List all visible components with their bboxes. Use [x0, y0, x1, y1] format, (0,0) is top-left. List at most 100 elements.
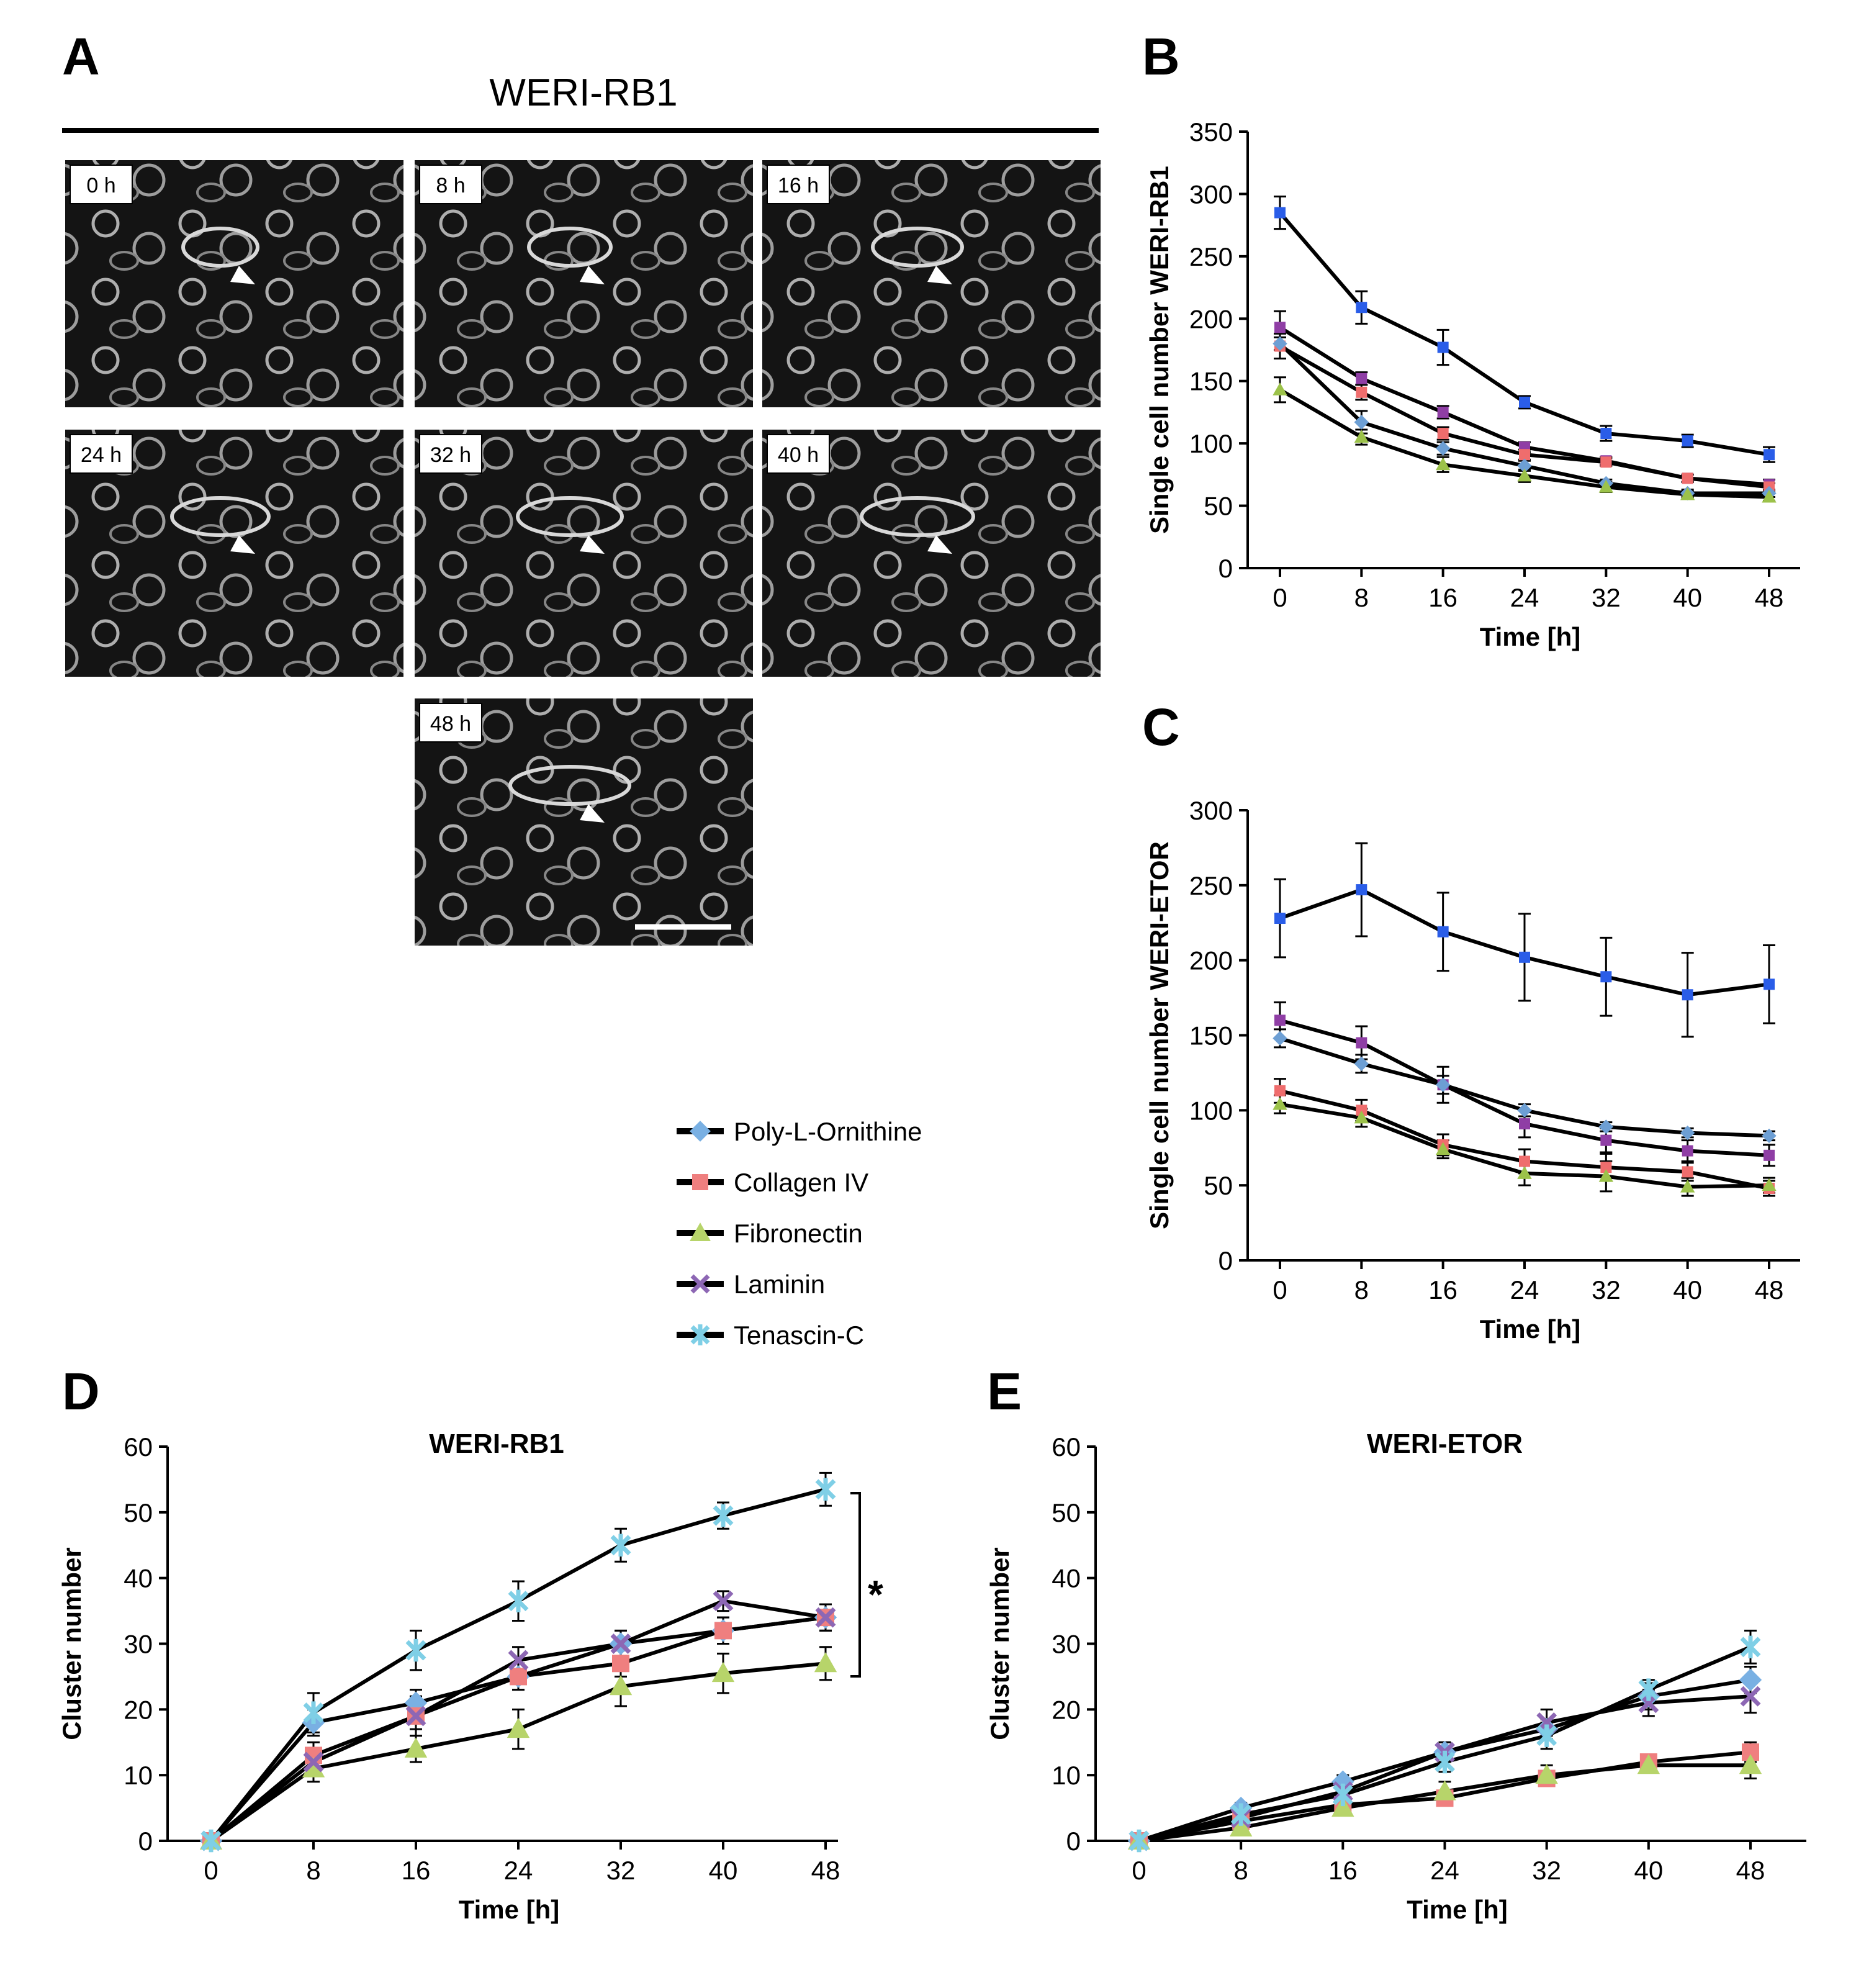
data-point	[1739, 1754, 1762, 1774]
data-point	[1762, 1178, 1777, 1191]
y-tick-label: 200	[1189, 304, 1233, 333]
data-point	[1356, 1037, 1367, 1049]
legend-label: Fibronectin	[734, 1219, 863, 1248]
data-point	[303, 1751, 324, 1773]
data-point	[1435, 457, 1451, 471]
data-point	[508, 1589, 529, 1612]
data-point	[814, 1652, 837, 1673]
data-point	[1517, 468, 1532, 482]
x-tick-label: 0	[1273, 583, 1287, 612]
y-tick-label: 40	[1052, 1564, 1081, 1593]
data-point	[1762, 1128, 1777, 1144]
data-point	[1682, 472, 1693, 484]
data-point	[1356, 884, 1367, 896]
data-point	[1680, 1179, 1695, 1193]
cell-cluster	[170, 496, 271, 537]
arrowhead-icon	[580, 266, 605, 284]
time-label-box	[767, 165, 830, 204]
y-tick-label: 20	[124, 1695, 153, 1724]
data-point	[1354, 430, 1369, 443]
chart-d-weri-rb1-clusters: 0 10 20 30 40 50 60 0 8 16 24 32 40 48 Time [h] Cluster…	[57, 1429, 840, 1924]
arrowhead-icon	[927, 266, 952, 284]
data-point	[1437, 406, 1449, 418]
x-tick-label: 32	[606, 1856, 636, 1885]
x-tick-label: 8	[1233, 1856, 1248, 1885]
y-tick-label: 50	[1052, 1498, 1081, 1527]
data-point	[612, 1655, 629, 1673]
x-tick-label: 8	[306, 1856, 320, 1885]
chart-b-weri-rb1-single-cells: 0 50 100 150 200 250 300 350 0 8 16 24 32 40 48 Time [h…	[1145, 117, 1800, 651]
data-point	[510, 1668, 527, 1686]
data-point	[1356, 373, 1367, 384]
y-tick-label: 250	[1189, 242, 1233, 271]
y-tick-label: 0	[1219, 1246, 1233, 1275]
arrowhead-icon	[927, 535, 952, 554]
time-label: 32 h	[430, 443, 471, 467]
data-point	[1273, 1031, 1287, 1046]
y-tick-label: 10	[124, 1761, 153, 1790]
chart-e-weri-etor-clusters: 0 10 20 30 40 50 60 0 8 16 24 32 40 48 Time [h] Cluster…	[985, 1429, 1806, 1924]
y-tick-label: 200	[1189, 946, 1233, 975]
chart-title: WERI-RB1	[429, 1429, 564, 1459]
data-point	[690, 1274, 710, 1294]
data-point	[1517, 1166, 1532, 1179]
y-tick-label: 150	[1189, 367, 1233, 396]
x-tick-label: 24	[1430, 1856, 1459, 1885]
y-tick-label: 50	[1204, 492, 1233, 521]
data-point	[690, 1121, 711, 1142]
significance-bracket-line	[850, 1492, 861, 1678]
data-point	[1739, 1668, 1762, 1691]
y-tick-label: 40	[124, 1564, 153, 1593]
data-point	[610, 1633, 631, 1654]
panel-label-a: A	[62, 27, 100, 86]
legend-label: Collagen IV	[734, 1168, 868, 1197]
data-point	[1519, 449, 1530, 461]
time-label-box	[70, 434, 133, 474]
data-point	[1274, 1014, 1286, 1026]
data-point	[1680, 487, 1695, 500]
y-tick-label: 10	[1052, 1761, 1081, 1790]
data-point	[508, 1650, 529, 1671]
data-point	[1637, 1754, 1660, 1774]
cell-cluster	[871, 227, 964, 268]
micrograph-5: 40 h	[762, 430, 1101, 677]
data-point	[1519, 1155, 1530, 1167]
panel-label-e: E	[987, 1362, 1022, 1421]
y-tick-label: 30	[124, 1630, 153, 1659]
x-tick-label: 40	[1673, 1275, 1702, 1304]
time-label-box	[419, 703, 482, 743]
data-point	[1519, 396, 1530, 408]
y-axis-label: Single cell number WERI-RB1	[1145, 166, 1174, 534]
data-point	[1273, 382, 1287, 395]
micrograph-1: 8 h	[415, 160, 753, 407]
x-tick-label: 16	[1428, 1275, 1457, 1304]
data-point	[1680, 1125, 1695, 1141]
data-point	[1273, 1096, 1287, 1110]
y-tick-label: 0	[138, 1827, 153, 1856]
legend: Poly-L-Ornithine Collagen IV Fibronectin La…	[677, 1117, 922, 1350]
data-point	[1437, 926, 1449, 938]
x-tick-label: 40	[1673, 583, 1702, 612]
y-tick-label: 30	[1052, 1630, 1081, 1659]
time-label-box	[70, 165, 133, 204]
x-tick-label: 0	[1132, 1856, 1146, 1885]
data-point	[1435, 1142, 1451, 1155]
micrograph-6: 48 h	[415, 698, 753, 946]
x-tick-label: 48	[1736, 1856, 1765, 1885]
data-point	[1354, 1056, 1369, 1072]
y-axis-label: Cluster number	[985, 1547, 1014, 1740]
data-point	[1682, 1166, 1693, 1178]
cell-cluster	[527, 227, 613, 268]
y-tick-label: 50	[124, 1498, 153, 1527]
y-tick-label: 0	[1219, 554, 1233, 583]
data-point	[815, 1478, 836, 1501]
data-point	[1598, 1168, 1614, 1182]
y-tick-label: 100	[1189, 429, 1233, 458]
x-tick-label: 40	[1634, 1856, 1663, 1885]
significance-bracket: *	[850, 1492, 883, 1678]
data-point	[1435, 1750, 1455, 1774]
time-label-box	[419, 165, 482, 204]
x-tick-label: 48	[1755, 1275, 1784, 1304]
data-point	[1517, 1103, 1532, 1118]
